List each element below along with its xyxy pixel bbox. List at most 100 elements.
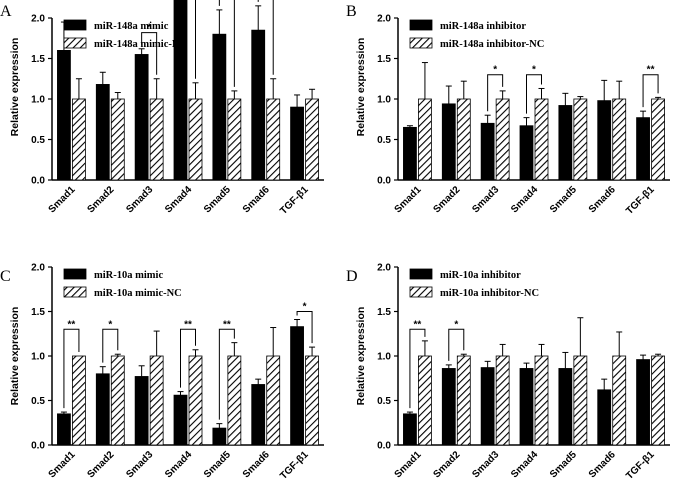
panel-letter: B <box>346 3 357 20</box>
bar-control <box>188 98 203 181</box>
x-tick-label: TGF-β1 <box>624 184 657 217</box>
significance-bracket <box>63 328 80 409</box>
x-tick-label: Smad3 <box>470 449 501 480</box>
y-tick-label: 0.5 <box>31 135 45 146</box>
x-tick-label: Smad1 <box>47 449 78 480</box>
bar-treatment <box>173 394 188 446</box>
significance-label: * <box>454 319 458 330</box>
legend-label: miR-148a mimic-NC <box>94 39 187 50</box>
x-tick-label: Smad4 <box>163 184 194 215</box>
bar-control <box>573 355 588 446</box>
x-tick-label: Smad4 <box>509 449 540 480</box>
bar-treatment <box>558 368 573 446</box>
bar-control <box>305 98 319 181</box>
x-tick-label: Smad1 <box>393 184 424 215</box>
significance-bracket <box>642 74 659 108</box>
x-tick-label: TGF-β1 <box>624 449 657 482</box>
significance-label: ** <box>414 319 422 330</box>
significance-bracket <box>257 0 274 75</box>
significance-label: * <box>532 65 536 76</box>
bar-treatment <box>597 389 612 446</box>
legend-swatch-treatment <box>63 268 87 280</box>
x-tick-label: Smad1 <box>393 449 424 480</box>
legend-swatch-control <box>63 286 87 298</box>
y-tick-label: 1.0 <box>31 95 45 106</box>
bar-treatment <box>480 122 495 181</box>
legend-swatch-control <box>63 37 87 49</box>
x-tick-label: Smad3 <box>124 449 155 480</box>
y-tick-label: 0.0 <box>377 176 391 187</box>
significance-label: ** <box>223 319 231 330</box>
x-tick-label: Smad2 <box>85 184 116 215</box>
bar-control <box>456 355 471 446</box>
significance-bracket <box>487 74 504 112</box>
y-tick-label: 0.0 <box>31 441 45 452</box>
panel-letter: A <box>0 3 12 20</box>
significance-label: ** <box>647 65 655 76</box>
significance-bracket <box>296 311 313 344</box>
legend-label: miR-10a mimic-NC <box>94 288 182 299</box>
bar-treatment <box>95 84 110 181</box>
bar-treatment <box>597 100 612 181</box>
significance-label: * <box>147 23 151 34</box>
bar-control <box>149 98 164 181</box>
y-tick-label: 2.0 <box>31 263 45 274</box>
legend-swatch-control <box>409 37 433 49</box>
bar-treatment <box>173 0 188 181</box>
chart-panel-a: A Relative expression 0.0 0.5 1.0 1.5 2.0 Smad1… <box>0 0 324 217</box>
significance-bracket <box>526 74 542 114</box>
bar-control <box>456 98 471 181</box>
legend-swatch-control <box>409 286 433 298</box>
chart-panel-d: D Relative expression 0.0 0.5 1.0 1.5 2.0 Smad1… <box>346 263 670 482</box>
bar-control <box>573 98 588 181</box>
y-tick-label: 1.0 <box>377 352 391 363</box>
y-tick-label: 1.5 <box>31 307 45 318</box>
bar-control <box>72 98 86 181</box>
y-tick-label: 2.0 <box>31 14 45 25</box>
y-tick-label: 0.5 <box>31 396 45 407</box>
bar-treatment <box>441 368 456 446</box>
chart-panel-b: B Relative expression 0.0 0.5 1.0 1.5 2.0 Smad1… <box>346 3 670 217</box>
y-tick-label: 1.5 <box>377 54 391 65</box>
y-tick-label: 1.5 <box>377 307 391 318</box>
significance-bracket <box>141 32 158 75</box>
bar-treatment <box>636 359 650 446</box>
bar-control <box>227 355 242 446</box>
legend-label: miR-148a inhibitor-NC <box>440 39 544 50</box>
significance-bracket <box>102 328 119 363</box>
legend-swatch-treatment <box>63 19 87 31</box>
bar-control <box>612 355 627 446</box>
y-tick-label: 0.5 <box>377 135 391 146</box>
y-tick-label: 2.0 <box>377 263 391 274</box>
y-tick-label: 2.0 <box>377 14 391 25</box>
bar-control <box>651 98 665 181</box>
x-tick-label: TGF-β1 <box>278 449 311 482</box>
bar-control <box>227 98 242 181</box>
significance-label: ** <box>184 319 192 330</box>
chart-panel-c: C Relative expression 0.0 0.5 1.0 1.5 2.0 Smad1… <box>0 263 324 482</box>
bar-control <box>110 98 125 181</box>
significance-label: * <box>108 319 112 330</box>
bar-treatment <box>403 126 417 181</box>
x-tick-label: Smad6 <box>587 449 618 480</box>
legend-label: miR-10a inhibitor-NC <box>440 288 539 299</box>
bar-control <box>266 355 281 446</box>
significance-bracket <box>448 328 465 361</box>
x-tick-label: Smad6 <box>241 184 272 215</box>
bar-control <box>534 355 549 446</box>
bar-treatment <box>57 413 71 446</box>
bar-treatment <box>403 413 417 446</box>
bar-control <box>612 98 627 181</box>
x-tick-label: Smad2 <box>431 449 462 480</box>
x-tick-label: TGF-β1 <box>278 184 311 217</box>
y-tick-label: 1.5 <box>31 54 45 65</box>
y-tick-label: 0.0 <box>31 176 45 187</box>
y-axis-title: Relative expression <box>355 307 367 406</box>
bar-control <box>188 355 203 446</box>
legend-swatch-treatment <box>409 268 433 280</box>
bar-treatment <box>636 117 650 181</box>
bar-control <box>110 355 125 446</box>
bar-treatment <box>134 54 149 181</box>
significance-label: * <box>303 302 307 313</box>
significance-bracket <box>218 328 235 420</box>
